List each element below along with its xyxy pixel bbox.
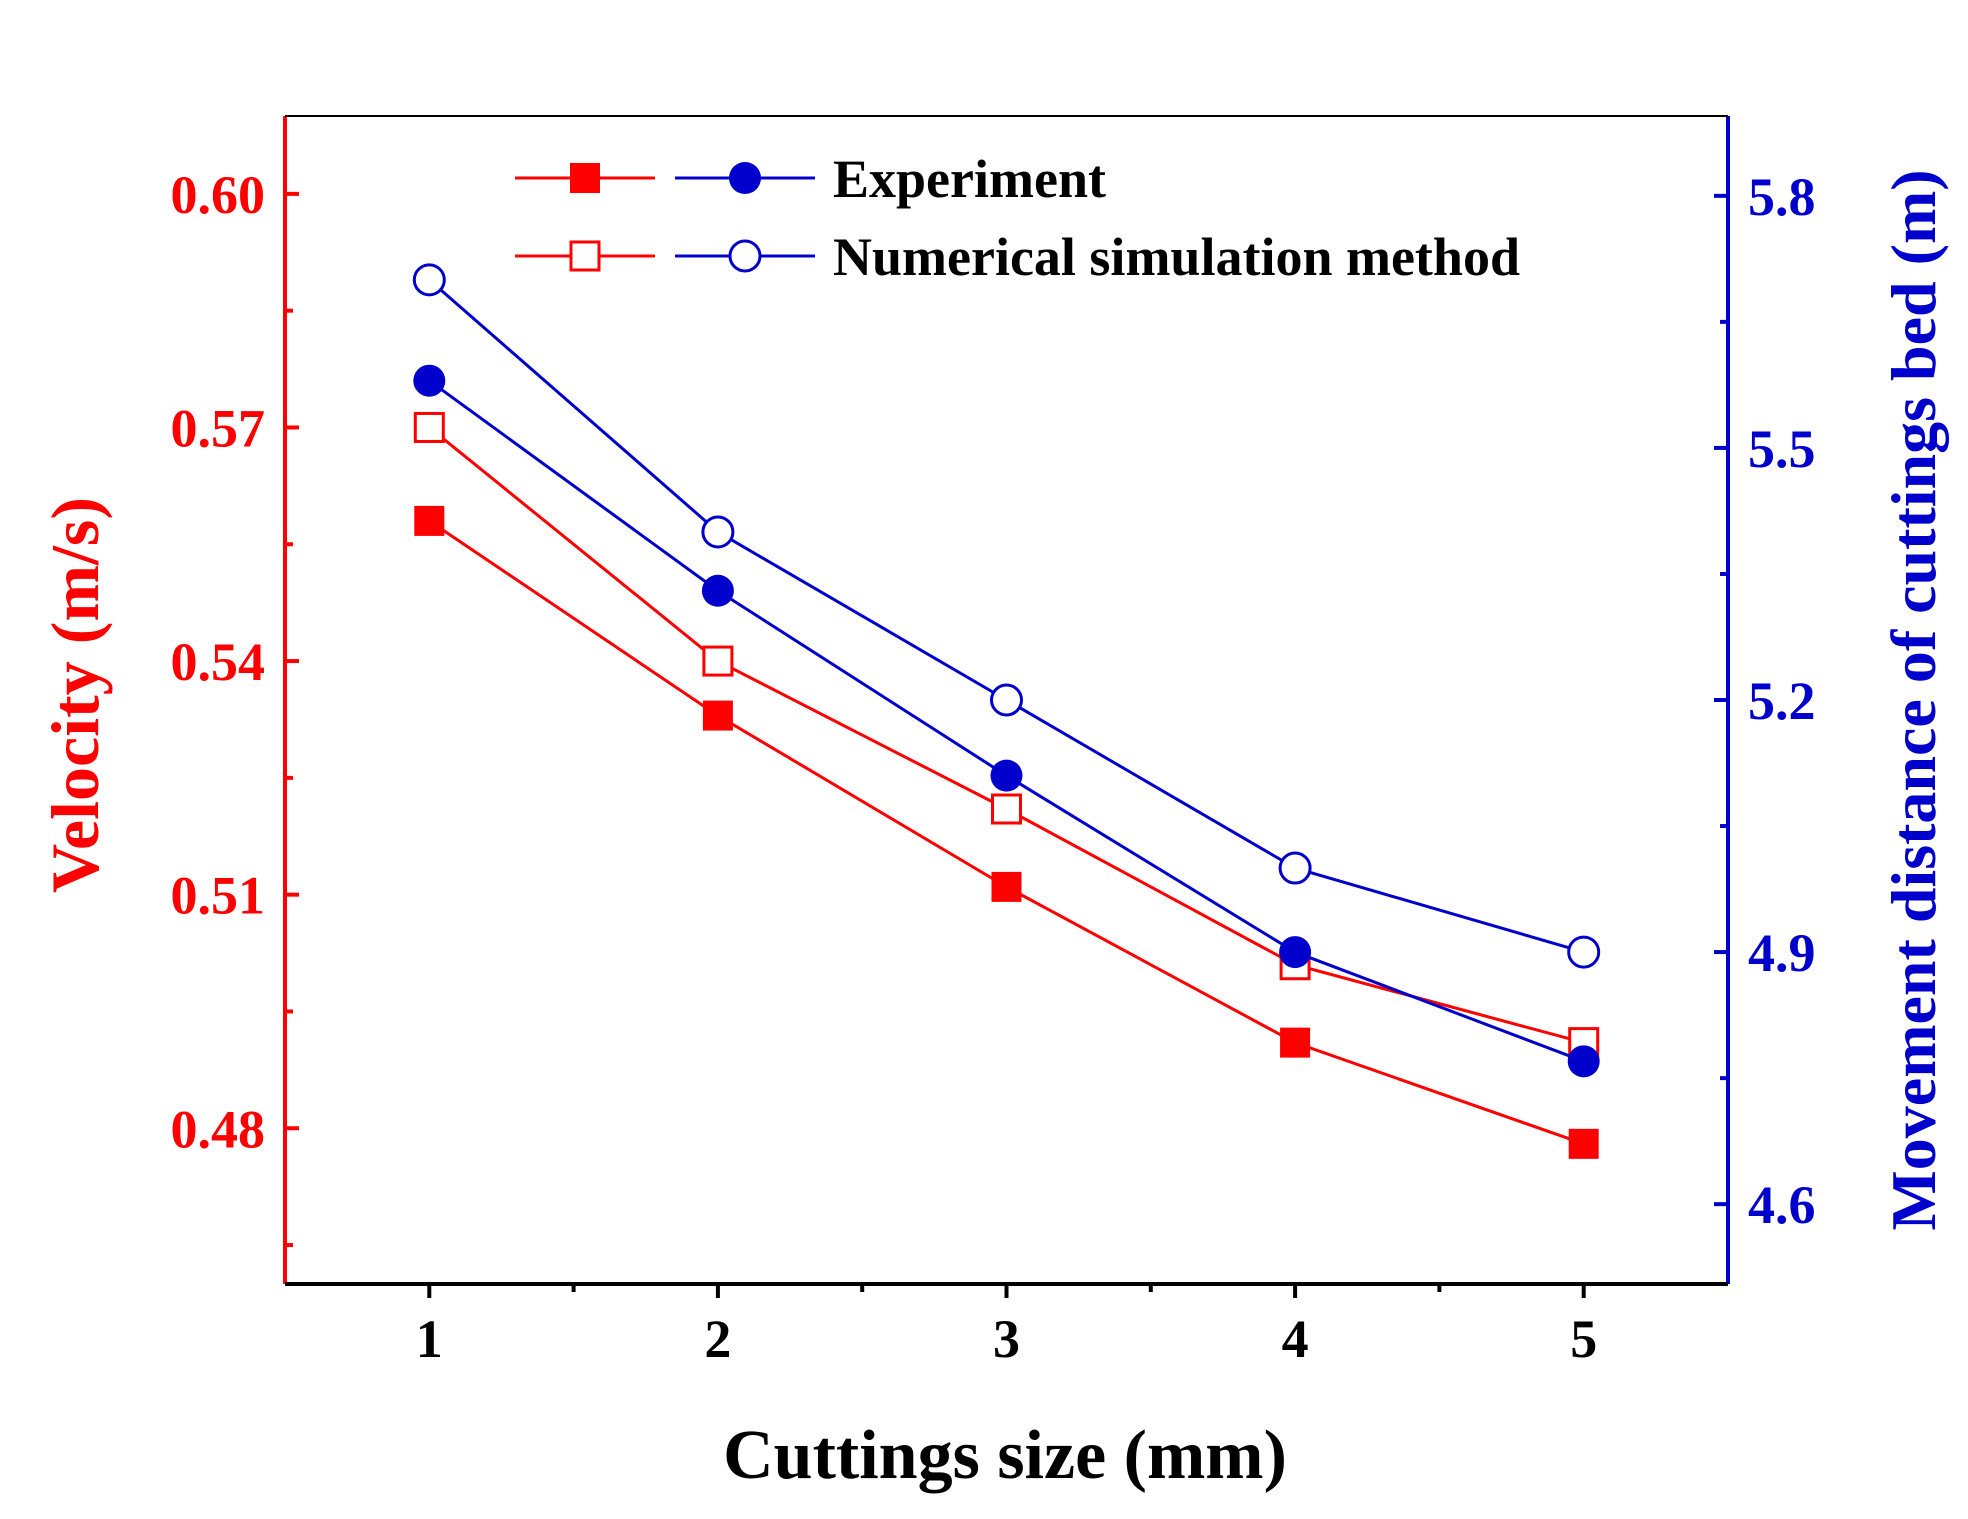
data-point: [1278, 851, 1312, 885]
legend-entry-2: Numerical simulation method: [515, 227, 1520, 287]
data-point: [414, 505, 445, 536]
series-line: [428, 519, 1585, 1146]
y-right-tick-label: 5.8: [1748, 167, 1816, 227]
y-left-tick-label: 0.48: [171, 1099, 266, 1159]
data-point: [413, 411, 445, 443]
series-group: [412, 263, 1601, 1159]
series-3: [413, 364, 1600, 1078]
legend-marker-distance: [728, 239, 762, 273]
series-4: [412, 263, 1601, 969]
data-point: [990, 683, 1023, 717]
legend-entry-1: Experiment: [515, 149, 1106, 209]
legend-marker-distance: [729, 162, 761, 194]
x-tick-label: 4: [1282, 1309, 1309, 1369]
x-tick-label: 2: [704, 1309, 731, 1369]
data-point: [413, 364, 446, 397]
series-line: [428, 426, 1585, 1045]
data-point: [991, 793, 1022, 825]
data-point: [1568, 1128, 1599, 1159]
legend-label: Numerical simulation method: [833, 227, 1520, 287]
legend-marker-velocity: [569, 240, 601, 272]
data-point: [702, 700, 733, 731]
series-line: [428, 278, 1585, 954]
x-tick-label: 5: [1570, 1309, 1597, 1369]
x-tick-label: 3: [993, 1309, 1020, 1369]
series-2: [413, 411, 1600, 1059]
data-point: [1279, 936, 1312, 969]
y-right-tick-label: 4.9: [1748, 923, 1816, 983]
data-point: [1280, 1027, 1311, 1058]
data-point: [1567, 935, 1601, 969]
data-point: [1567, 1045, 1600, 1078]
y-axis-left-label: Velocity (m/s): [37, 497, 113, 893]
x-axis-label: Cuttings size (mm): [723, 1417, 1287, 1494]
y-left-tick-label: 0.57: [171, 398, 266, 458]
series-line: [428, 379, 1585, 1063]
data-point: [412, 263, 446, 297]
x-tick-label: 1: [416, 1309, 443, 1369]
legend: Experiment Numerical simulation method: [515, 149, 1520, 287]
data-point: [990, 759, 1023, 792]
legend-marker-velocity: [570, 163, 600, 193]
data-point: [701, 515, 735, 549]
y-right-tick-label: 5.2: [1748, 671, 1816, 731]
y-right-tick-label: 4.6: [1748, 1175, 1816, 1235]
legend-label: Experiment: [833, 149, 1106, 209]
y-axis-right-label: Movement distance of cuttings bed (m): [1878, 169, 1949, 1230]
y-left-tick-label: 0.60: [171, 165, 266, 225]
data-point: [991, 871, 1022, 902]
axes: 1 2 3 4 5 0.48 0.51 0.54 0.57 0.60 4.6 4.9 5.2 5.5 5.8: [171, 115, 1816, 1369]
y-right-tick-label: 5.5: [1748, 419, 1816, 479]
y-left-tick-label: 0.54: [171, 632, 266, 692]
data-point: [701, 574, 734, 607]
series-1: [414, 505, 1599, 1159]
y-left-tick-label: 0.51: [171, 866, 266, 926]
data-point: [702, 645, 734, 677]
